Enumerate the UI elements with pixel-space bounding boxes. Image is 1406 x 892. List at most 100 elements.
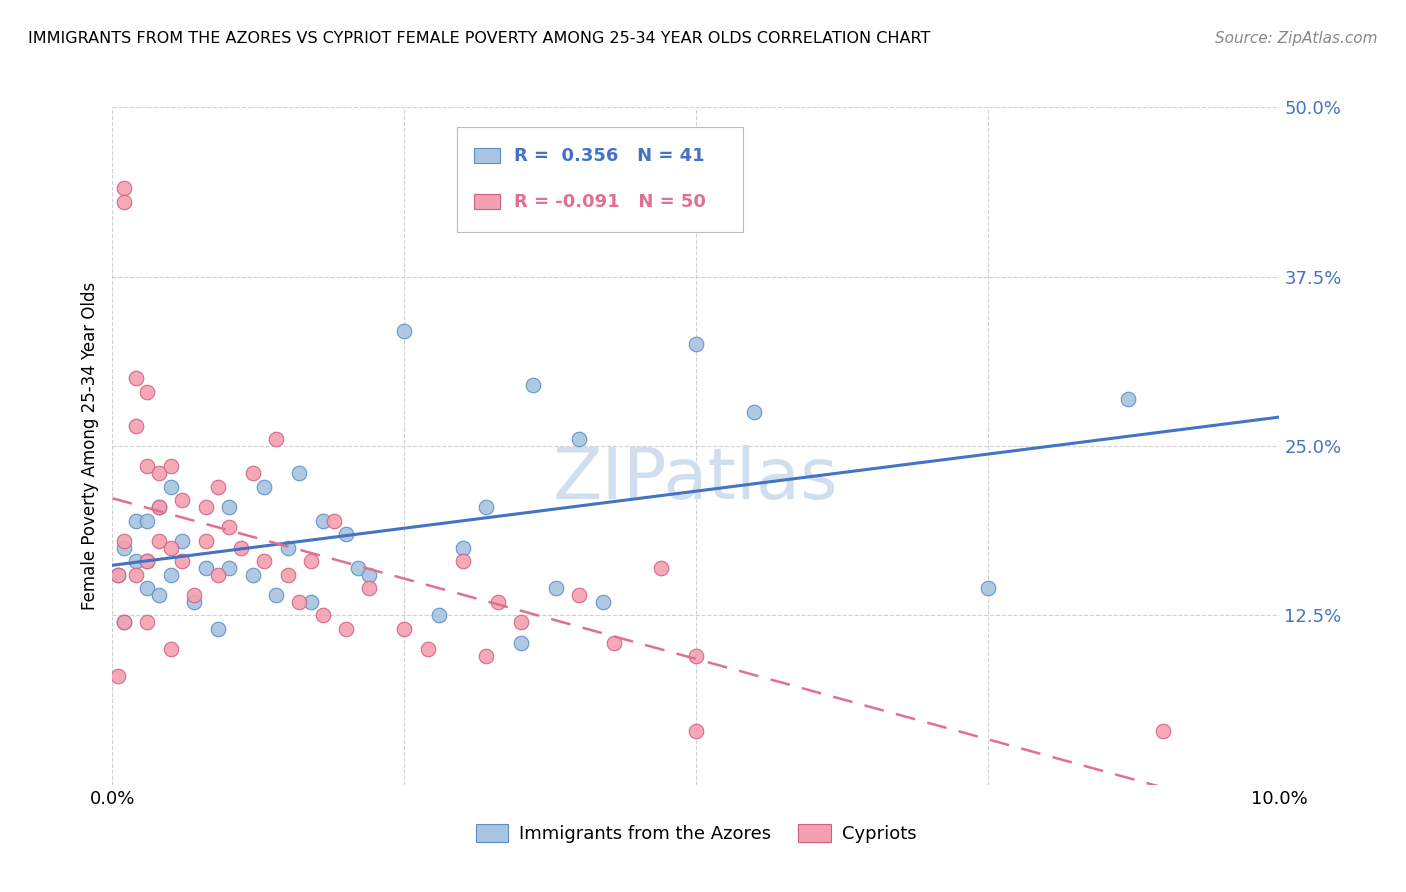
Point bbox=[451, 554, 474, 568]
Point bbox=[242, 567, 264, 582]
Point bbox=[335, 527, 357, 541]
Point bbox=[742, 405, 765, 419]
Point bbox=[359, 582, 381, 596]
Point bbox=[112, 541, 135, 555]
Point bbox=[125, 567, 148, 582]
Point bbox=[125, 514, 148, 528]
Point bbox=[323, 514, 346, 528]
Point bbox=[125, 418, 148, 433]
Point bbox=[603, 635, 626, 649]
Text: R = -0.091   N = 50: R = -0.091 N = 50 bbox=[515, 193, 706, 211]
Point bbox=[125, 554, 148, 568]
Point bbox=[218, 500, 240, 514]
Text: ZIPatlas: ZIPatlas bbox=[553, 445, 839, 515]
Point bbox=[172, 493, 194, 508]
Point bbox=[685, 649, 707, 664]
Point bbox=[112, 615, 135, 630]
Point bbox=[335, 622, 357, 636]
Point bbox=[136, 459, 159, 474]
Point bbox=[136, 615, 159, 630]
Point bbox=[160, 567, 183, 582]
Point bbox=[107, 669, 129, 683]
Point bbox=[976, 582, 998, 596]
Point bbox=[451, 541, 474, 555]
Point bbox=[107, 567, 129, 582]
Point bbox=[475, 649, 498, 664]
Point bbox=[311, 514, 333, 528]
Point bbox=[509, 615, 531, 630]
Point bbox=[288, 466, 311, 480]
Point bbox=[172, 533, 194, 548]
Point bbox=[299, 595, 322, 609]
Point bbox=[416, 642, 439, 657]
Point bbox=[264, 588, 287, 602]
Point bbox=[207, 622, 229, 636]
Point bbox=[218, 561, 240, 575]
Point bbox=[299, 554, 322, 568]
Point bbox=[427, 608, 450, 623]
Point bbox=[311, 608, 333, 623]
Point bbox=[148, 500, 170, 514]
Point bbox=[107, 567, 129, 582]
Point bbox=[136, 554, 159, 568]
Point bbox=[112, 615, 135, 630]
Point bbox=[172, 554, 194, 568]
Legend: Immigrants from the Azores, Cypriots: Immigrants from the Azores, Cypriots bbox=[468, 817, 924, 850]
Point bbox=[194, 500, 217, 514]
Point bbox=[112, 194, 135, 209]
Point bbox=[148, 500, 170, 514]
Point bbox=[359, 567, 381, 582]
Point bbox=[194, 533, 217, 548]
Point bbox=[486, 595, 509, 609]
Point bbox=[685, 337, 707, 351]
Point bbox=[568, 432, 591, 446]
Point bbox=[346, 561, 368, 575]
Point bbox=[685, 723, 707, 738]
Point bbox=[112, 533, 135, 548]
Point bbox=[276, 541, 298, 555]
Point bbox=[136, 384, 159, 399]
Point bbox=[475, 500, 498, 514]
Point bbox=[242, 466, 264, 480]
Point bbox=[207, 480, 229, 494]
Point bbox=[148, 533, 170, 548]
Point bbox=[148, 588, 170, 602]
Point bbox=[288, 595, 311, 609]
Point bbox=[650, 561, 672, 575]
FancyBboxPatch shape bbox=[457, 128, 742, 233]
Text: R =  0.356   N = 41: R = 0.356 N = 41 bbox=[515, 147, 704, 165]
Point bbox=[136, 582, 159, 596]
Point bbox=[509, 635, 531, 649]
Point bbox=[1152, 723, 1174, 738]
Point bbox=[394, 324, 416, 338]
Point bbox=[136, 514, 159, 528]
Point bbox=[218, 520, 240, 534]
Point bbox=[522, 378, 544, 392]
Point bbox=[394, 622, 416, 636]
Bar bbox=[474, 194, 501, 210]
Point bbox=[276, 567, 298, 582]
Point bbox=[160, 480, 183, 494]
Text: Source: ZipAtlas.com: Source: ZipAtlas.com bbox=[1215, 31, 1378, 46]
Point bbox=[1116, 392, 1139, 406]
Point bbox=[544, 582, 567, 596]
Point bbox=[194, 561, 217, 575]
Point bbox=[264, 432, 287, 446]
Point bbox=[229, 541, 252, 555]
Point bbox=[207, 567, 229, 582]
Point bbox=[568, 588, 591, 602]
Point bbox=[148, 466, 170, 480]
Point bbox=[160, 541, 183, 555]
Point bbox=[183, 588, 205, 602]
Point bbox=[136, 554, 159, 568]
Point bbox=[125, 371, 148, 385]
Y-axis label: Female Poverty Among 25-34 Year Olds: Female Poverty Among 25-34 Year Olds bbox=[80, 282, 98, 610]
Point bbox=[160, 459, 183, 474]
Bar bbox=[474, 148, 501, 163]
Point bbox=[160, 642, 183, 657]
Point bbox=[253, 554, 276, 568]
Text: IMMIGRANTS FROM THE AZORES VS CYPRIOT FEMALE POVERTY AMONG 25-34 YEAR OLDS CORRE: IMMIGRANTS FROM THE AZORES VS CYPRIOT FE… bbox=[28, 31, 931, 46]
Point bbox=[253, 480, 276, 494]
Point bbox=[112, 181, 135, 195]
Point bbox=[592, 595, 614, 609]
